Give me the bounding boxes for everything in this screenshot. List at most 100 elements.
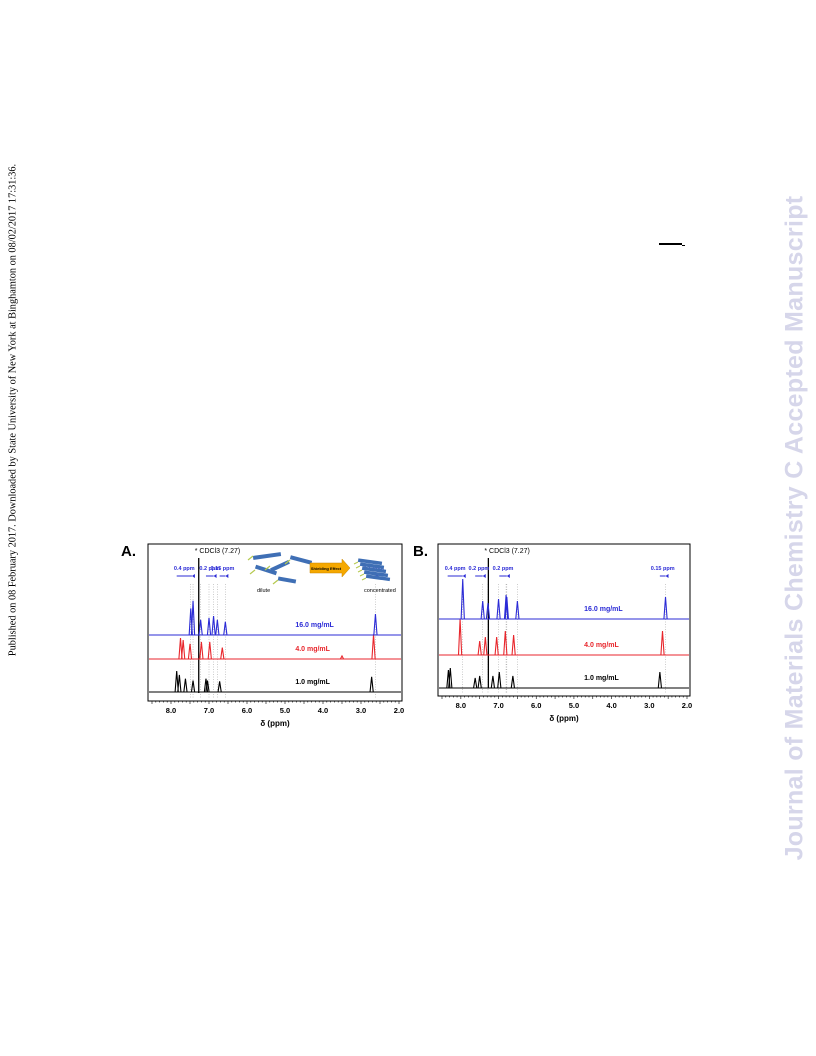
nmr-panel-a: A. * CDCl3 (7.27) 1.0 mg/mL 4.0 mg/mL 16.0 m…: [121, 543, 404, 728]
tick-label: 2.0: [682, 701, 692, 710]
tick-label: 8.0: [456, 701, 466, 710]
solvent-label: * CDCl3 (7.27): [195, 548, 241, 555]
inset-arrow-label: Shielding Effect: [311, 566, 342, 571]
series-label: 4.0 mg/mL: [295, 646, 330, 653]
publication-notice-text: Published on 08 February 2017. Downloade…: [7, 163, 19, 657]
tick-label: 5.0: [280, 706, 290, 715]
spectrum-peak: [371, 634, 376, 660]
spectrum-peak: [494, 636, 499, 656]
x-axis-label: δ (ppm): [549, 714, 579, 723]
nmr-figure-svg: A. * CDCl3 (7.27) 1.0 mg/mL 4.0 mg/mL 16.0 m…: [121, 543, 692, 728]
tick-label: 4.0: [606, 701, 616, 710]
tick-label: 6.0: [531, 701, 541, 710]
tick-label: 7.0: [204, 706, 214, 715]
spectrum-peak: [483, 636, 488, 656]
shift-label: 0.2 ppm: [199, 566, 220, 572]
molecule-icon: [252, 552, 282, 560]
spectrum-peak: [220, 647, 225, 660]
journal-watermark-text: Journal of Materials Chemistry C Accepte…: [780, 195, 809, 860]
molecule-tail: [247, 555, 254, 561]
spectrum-peak: [190, 600, 196, 636]
series-label: 16.0 mg/mL: [295, 622, 334, 629]
shift-label: 0.4 ppm: [174, 566, 195, 572]
stacked-molecule-icon: [359, 562, 385, 570]
spectrum-peak: [178, 638, 183, 660]
molecule-icon: [254, 564, 278, 576]
molecule-tail: [272, 579, 279, 585]
spectrum-peak: [504, 596, 509, 620]
nmr-figure: A. * CDCl3 (7.27) 1.0 mg/mL 4.0 mg/mL 16.0 m…: [120, 538, 700, 733]
spectrum-peak: [181, 639, 186, 660]
spectrum-peak: [373, 614, 378, 636]
spectrum-peak: [190, 680, 196, 693]
inset-concentrated-label: concentrated: [364, 588, 396, 594]
shift-label: 0.2 ppm: [469, 566, 490, 572]
series-label: 1.0 mg/mL: [584, 675, 619, 682]
tick-label: 4.0: [318, 706, 328, 715]
shielding-arrow-icon: [309, 558, 351, 578]
spectrum-peak: [477, 675, 482, 689]
spectrum-peak: [511, 634, 516, 656]
molecule-icon: [289, 555, 313, 565]
shift-arrowhead: [213, 574, 217, 578]
solvent-label: * CDCl3 (7.27): [484, 548, 530, 555]
spectrum-peak: [460, 578, 465, 620]
spectrum-peak: [663, 596, 668, 620]
shielding-inset: dilute Shielding Effect concentrated: [247, 552, 396, 594]
shift-arrowhead: [225, 574, 229, 578]
x-axis-label: δ (ppm): [260, 719, 290, 728]
tick-label: 7.0: [493, 701, 503, 710]
panel-label: B.: [413, 543, 428, 560]
spectrum-peak: [497, 671, 502, 689]
spectrum-peak: [187, 643, 193, 660]
spectrum-peak: [660, 630, 665, 656]
spectrum-peak: [448, 667, 453, 689]
series-label: 4.0 mg/mL: [584, 642, 619, 649]
tick-label: 3.0: [356, 706, 366, 715]
molecule-tail: [353, 561, 359, 565]
shift-label: 0.2 ppm: [493, 566, 514, 572]
molecule-tail: [264, 565, 271, 571]
spectrum-peak: [477, 640, 482, 656]
stacked-molecule-icon: [365, 574, 391, 582]
shift-arrowhead: [462, 574, 466, 578]
shift-arrowhead: [506, 574, 510, 578]
publication-notice: Published on 08 February 2017. Downloade…: [3, 155, 23, 665]
spectrum-peak: [205, 680, 210, 693]
spectrum-peak: [217, 681, 222, 693]
plot-frame: [437, 543, 691, 697]
spectrum-peak: [457, 618, 463, 656]
spectrum-peak: [199, 641, 204, 660]
molecule-tail: [361, 577, 367, 581]
spectrum-peak: [515, 600, 520, 620]
stray-mark: [682, 245, 685, 246]
spectrum-peak: [183, 678, 188, 693]
stacked-molecule-icon: [357, 558, 383, 566]
plot-frame: [147, 543, 403, 702]
series-label: 16.0 mg/mL: [584, 606, 623, 613]
panel-label: A.: [121, 543, 136, 560]
spectrum-peak: [223, 621, 228, 636]
spectrum-peak: [198, 619, 203, 636]
spectrum-peak: [174, 671, 179, 693]
stray-rule: [659, 243, 682, 245]
molecule-icon: [277, 576, 297, 584]
spectrum-peak: [503, 594, 509, 620]
series-label: 1.0 mg/mL: [295, 679, 330, 686]
tick-label: 2.0: [394, 706, 404, 715]
stacked-molecule-icon: [361, 566, 387, 574]
shift-label: 0.15 ppm: [651, 566, 675, 572]
spectrum-peak: [339, 654, 345, 660]
spectrum-peak: [369, 676, 374, 693]
shift-label: 0.15 ppm: [211, 566, 235, 572]
inset-dilute-label: dilute: [257, 588, 270, 594]
tick-label: 8.0: [166, 706, 176, 715]
shift-arrowhead: [191, 574, 195, 578]
spectrum-peak: [490, 675, 496, 689]
tick-label: 3.0: [644, 701, 654, 710]
shift-arrowhead: [482, 574, 486, 578]
tick-label: 6.0: [242, 706, 252, 715]
spectrum-peak: [215, 619, 220, 636]
tick-label: 5.0: [569, 701, 579, 710]
spectrum-peak: [177, 674, 182, 693]
